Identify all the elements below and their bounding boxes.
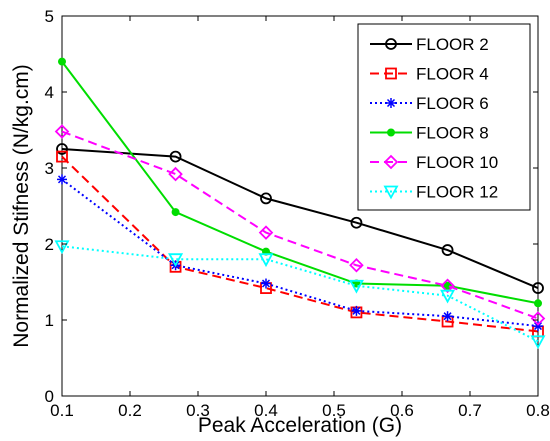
- legend-entry-3: FLOOR 6: [370, 94, 489, 113]
- series-5: [54, 124, 546, 326]
- series-2-point-1: [56, 150, 68, 163]
- series-6-point-6: [530, 335, 546, 350]
- x-tick-label-5: 0.6: [390, 401, 414, 420]
- series-3-point-5: [442, 311, 453, 322]
- x-tick-label-3: 0.4: [254, 401, 278, 420]
- y-tick-label-3: 3: [45, 159, 54, 178]
- series-5-point-1: [54, 124, 70, 139]
- series-3-point-6: [533, 321, 543, 332]
- y-tick-label-2: 2: [45, 235, 54, 254]
- x-tick-label-7: 0.8: [526, 401, 550, 420]
- legend-box: [357, 23, 531, 211]
- series-3-point-1: [57, 174, 67, 185]
- y-tick-label-1: 1: [45, 311, 54, 330]
- series-6-point-3: [258, 253, 274, 268]
- legend-marker-1: [385, 38, 397, 50]
- series-3-point-4: [351, 305, 362, 316]
- y-tick-label-0: 0: [45, 387, 54, 406]
- series-1: [56, 143, 544, 294]
- series-5-point-5: [440, 278, 455, 294]
- series-1-point-3: [260, 192, 272, 205]
- legend-label-3: FLOOR 6: [416, 94, 489, 113]
- series-4-point-6: [534, 299, 542, 308]
- series-4-point-1: [58, 57, 66, 66]
- x-tick-label-4: 0.5: [322, 401, 346, 420]
- legend-entry-6: FLOOR 12: [370, 183, 498, 202]
- legend-label-4: FLOOR 8: [416, 124, 489, 143]
- legend-marker-5: [383, 154, 399, 170]
- series-6: [54, 240, 546, 350]
- series-6-point-2: [168, 253, 184, 268]
- y-tick-label-5: 5: [45, 7, 54, 26]
- axes-layer: 0.1 0.2 0.3 0.4 0.5 0.6 0.7 0.8 0 1 2 3 4 5: [45, 7, 550, 420]
- series-5-point-2: [168, 166, 183, 182]
- x-axis-label: Peak Acceleration (G): [198, 414, 402, 437]
- series-1-point-1: [56, 143, 68, 155]
- legend-entry-4: FLOOR 8: [370, 124, 489, 143]
- legend-label-1: FLOOR 2: [416, 35, 489, 54]
- y-tick-label-4: 4: [45, 83, 54, 102]
- series-1-point-5: [441, 244, 454, 256]
- series-1-point-4: [350, 216, 363, 229]
- legend-marker-6: [383, 185, 399, 200]
- series-6-point-1: [54, 240, 70, 255]
- series-line-5: [61, 130, 539, 320]
- series-line-3: [61, 178, 539, 328]
- series-6-point-4: [348, 279, 364, 294]
- legend: FLOOR 2 FLOOR 4 FLOOR 6 FLOOR 8 FLOOR 10 FLOO…: [357, 23, 531, 211]
- series-5-point-3: [258, 225, 274, 240]
- series-4: [58, 57, 542, 308]
- legend-entry-1: FLOOR 2: [370, 35, 489, 54]
- legend-label-6: FLOOR 12: [416, 183, 498, 202]
- series-1-point-6: [532, 282, 544, 294]
- series-layer: [54, 57, 546, 350]
- series-5-point-6: [530, 311, 546, 326]
- y-axis-label: Normalized Stifness (N/kg.cm): [10, 64, 33, 348]
- x-tick-label-2: 0.3: [186, 401, 210, 420]
- series-line-2: [61, 155, 539, 333]
- series-line-4: [61, 60, 539, 305]
- series-line-6: [61, 245, 539, 343]
- series-3-point-3: [261, 278, 271, 289]
- legend-label-5: FLOOR 10: [416, 153, 498, 172]
- series-6-point-5: [440, 289, 456, 304]
- legend-entry-2: FLOOR 4: [370, 65, 489, 84]
- series-5-point-4: [349, 258, 364, 273]
- series-4-point-5: [443, 281, 452, 290]
- legend-marker-4: [387, 128, 395, 137]
- x-tick-label-6: 0.7: [458, 401, 482, 420]
- legend-marker-2: [385, 67, 397, 80]
- legend-label-2: FLOOR 4: [416, 65, 489, 84]
- x-tick-label-0: 0.1: [50, 401, 74, 420]
- series-line-1: [61, 148, 539, 290]
- x-tick-label-1: 0.2: [118, 401, 142, 420]
- legend-entry-5: FLOOR 10: [370, 153, 498, 172]
- series-4-point-2: [171, 208, 180, 217]
- legend-marker-3: [386, 98, 396, 108]
- series-1-point-2: [169, 150, 182, 163]
